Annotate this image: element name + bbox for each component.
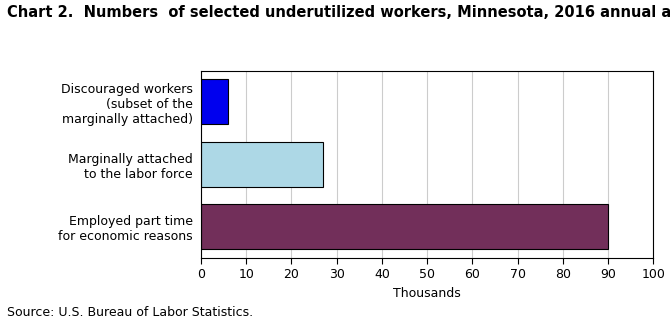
Text: Chart 2.  Numbers  of selected underutilized workers, Minnesota, 2016 annual ave: Chart 2. Numbers of selected underutiliz… xyxy=(7,5,670,20)
Bar xyxy=(201,204,608,249)
X-axis label: Thousands: Thousands xyxy=(393,287,461,299)
Bar xyxy=(201,79,228,124)
Text: Source: U.S. Bureau of Labor Statistics.: Source: U.S. Bureau of Labor Statistics. xyxy=(7,306,253,319)
Bar xyxy=(201,142,323,187)
